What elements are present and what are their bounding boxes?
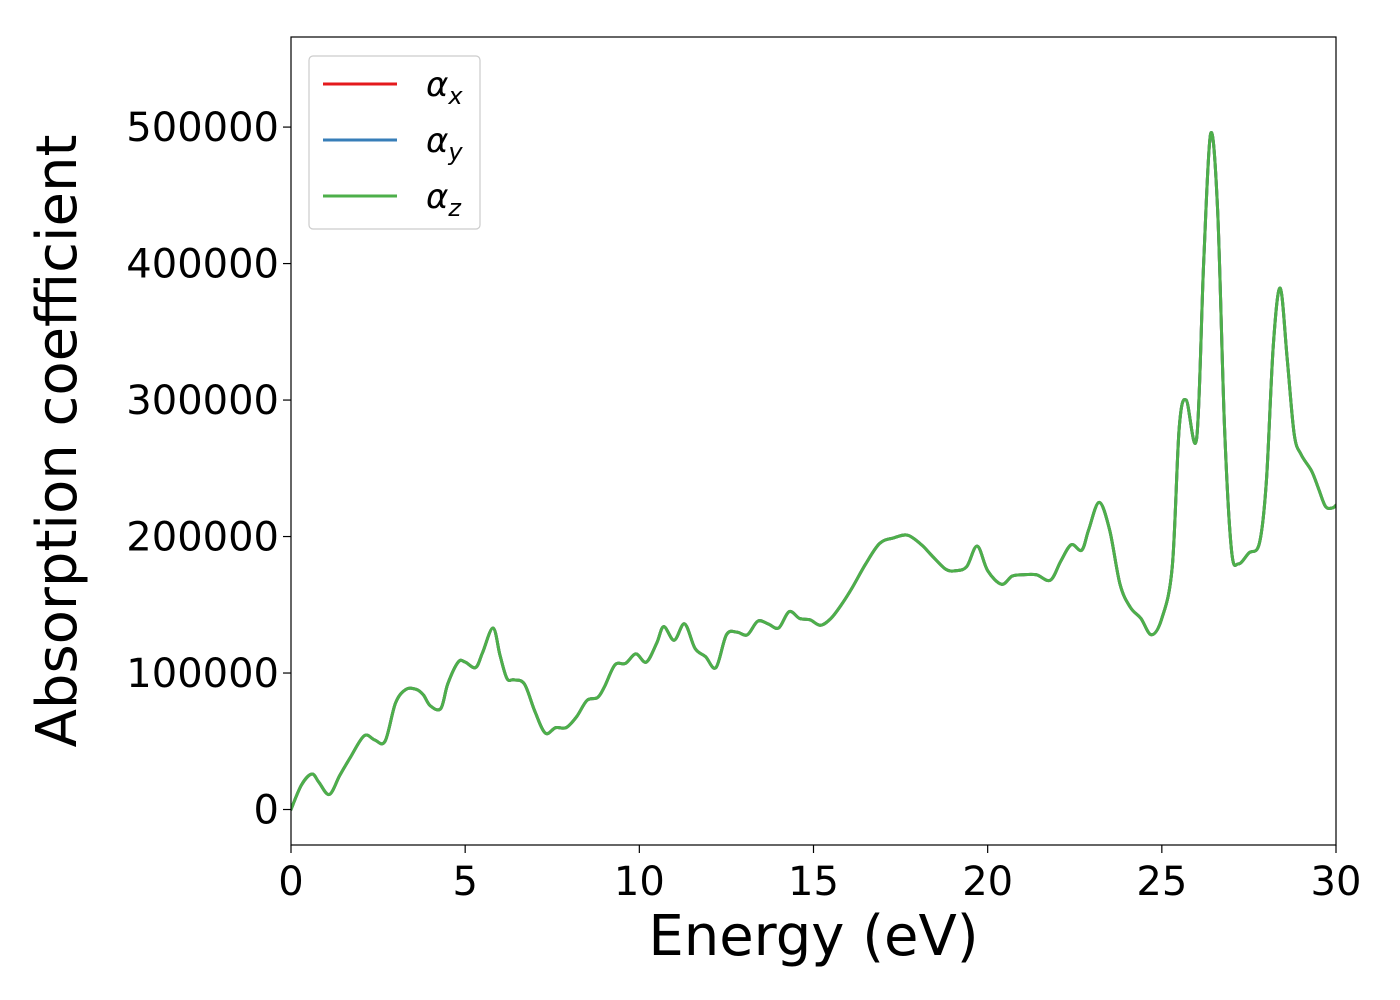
x-axis-ticks: 0 5 10 15 20 25 30 (278, 845, 1361, 905)
y-tick-label: 400000 (126, 242, 279, 288)
legend-label-subscript: x (447, 82, 463, 110)
x-tick-label: 15 (788, 859, 839, 905)
x-axis-label: Energy (eV) (648, 904, 978, 969)
legend-label-alpha-z: αz (426, 177, 462, 222)
y-tick-label: 300000 (126, 378, 279, 424)
y-tick-label: 0 (254, 788, 279, 834)
legend-label-alpha-y: αy (426, 121, 463, 166)
series-group (291, 130, 1336, 812)
x-tick-label: 30 (1311, 859, 1362, 905)
x-tick-label: 20 (962, 859, 1013, 905)
series-line-alpha-z (291, 130, 1336, 812)
legend-label-subscript: y (447, 138, 463, 166)
legend-label-symbol: α (426, 177, 448, 217)
legend-label-alpha-x: αx (426, 65, 463, 110)
legend-label-symbol: α (426, 121, 448, 161)
x-tick-label: 25 (1136, 859, 1187, 905)
x-tick-label: 10 (614, 859, 665, 905)
y-axis-ticks: 0 100000 200000 300000 400000 500000 (126, 105, 291, 834)
y-axis-label: Absorption coefficient (25, 135, 90, 748)
legend-label-symbol: α (426, 65, 448, 105)
y-tick-label: 500000 (126, 105, 279, 151)
x-tick-label: 5 (452, 859, 477, 905)
y-tick-label: 100000 (126, 651, 279, 697)
x-tick-label: 0 (278, 859, 303, 905)
legend-box (308, 55, 481, 230)
legend-label-subscript: z (447, 194, 462, 222)
y-tick-label: 200000 (126, 515, 279, 561)
